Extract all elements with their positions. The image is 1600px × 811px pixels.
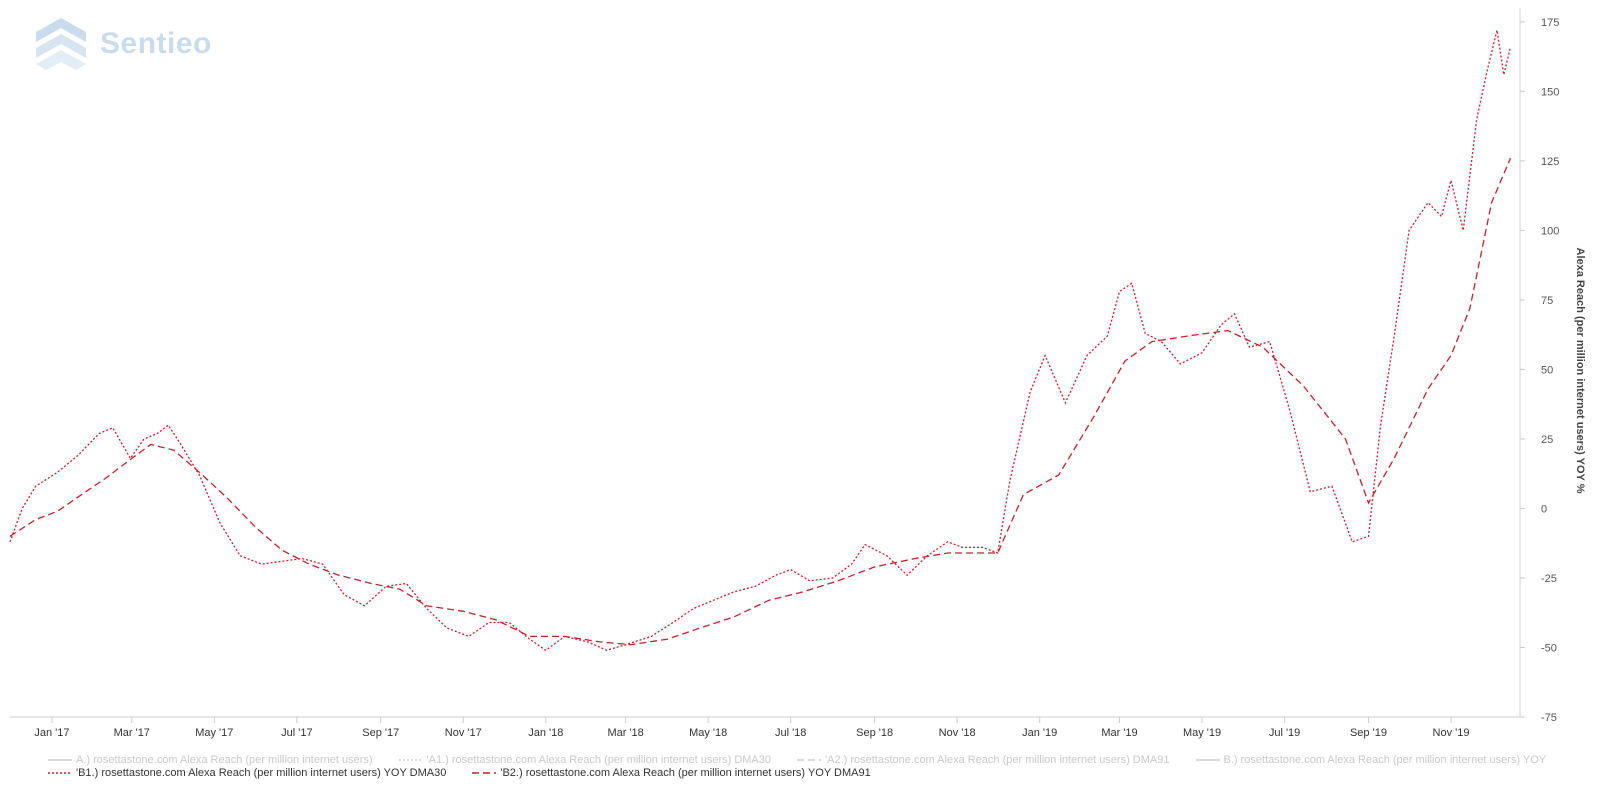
legend-swatch <box>797 759 822 761</box>
y-tick-label: 150 <box>1541 86 1559 98</box>
legend-item[interactable]: A.) rosettastone.com Alexa Reach (per mi… <box>48 754 373 766</box>
x-tick-label: Mar '17 <box>114 727 150 739</box>
legend-row: A.) rosettastone.com Alexa Reach (per mi… <box>48 754 1572 766</box>
legend-swatch <box>472 772 497 774</box>
x-tick-label: Sep '18 <box>856 727 893 739</box>
x-tick-label: Jul '19 <box>1269 727 1300 739</box>
x-tick-label: Jan '18 <box>528 727 563 739</box>
series-line-b2 <box>9 157 1512 646</box>
y-tick-label: 50 <box>1541 364 1553 376</box>
legend-swatch <box>398 759 423 761</box>
legend-item[interactable]: 'B2.) rosettastone.com Alexa Reach (per … <box>472 767 871 779</box>
x-tick-label: Mar '18 <box>607 727 643 739</box>
legend-swatch <box>48 759 72 761</box>
legend-label: A.) rosettastone.com Alexa Reach (per mi… <box>76 754 373 766</box>
y-tick-label: -75 <box>1541 712 1557 724</box>
y-tick-label: 100 <box>1541 225 1559 237</box>
legend-label: 'A1.) rosettastone.com Alexa Reach (per … <box>426 754 772 766</box>
y-tick-label: 0 <box>1541 503 1547 515</box>
x-tick-label: Sep '17 <box>362 727 399 739</box>
y-axis-title: Alexa Reach (per million internet users)… <box>1574 248 1586 494</box>
y-tick-label: -25 <box>1541 573 1557 585</box>
y-tick-label: 125 <box>1541 156 1559 168</box>
x-tick-label: Nov '17 <box>445 727 482 739</box>
x-tick-label: Nov '19 <box>1433 727 1470 739</box>
x-tick-label: Mar '19 <box>1101 727 1137 739</box>
legend-item[interactable]: 'A1.) rosettastone.com Alexa Reach (per … <box>398 754 772 766</box>
y-tick-label: 175 <box>1541 17 1559 29</box>
x-tick-label: May '19 <box>1183 727 1221 739</box>
x-tick-label: May '18 <box>689 727 727 739</box>
legend-label: B.) rosettastone.com Alexa Reach (per mi… <box>1223 754 1547 766</box>
legend-label: 'B1.) rosettastone.com Alexa Reach (per … <box>76 767 447 779</box>
x-tick-label: Jan '17 <box>34 727 69 739</box>
x-tick-label: Jan '19 <box>1022 727 1057 739</box>
logo-text: Sentieo <box>100 27 212 60</box>
x-tick-label: Nov '18 <box>939 727 976 739</box>
x-tick-label: Jul '18 <box>775 727 806 739</box>
y-tick-label: 75 <box>1541 295 1553 307</box>
legend-swatch <box>48 772 72 774</box>
legend-row: 'B1.) rosettastone.com Alexa Reach (per … <box>48 767 897 779</box>
logo: Sentieo <box>36 18 212 70</box>
legend-item[interactable]: B.) rosettastone.com Alexa Reach (per mi… <box>1195 754 1547 766</box>
y-tick-label: -50 <box>1541 642 1557 654</box>
sentieo-logo-icon <box>36 18 86 70</box>
y-tick-label: 25 <box>1541 434 1553 446</box>
legend-item[interactable]: 'A2.) rosettastone.com Alexa Reach (per … <box>797 754 1170 766</box>
legend-label: 'A2.) rosettastone.com Alexa Reach (per … <box>825 754 1170 766</box>
series-line-b1 <box>9 30 1512 652</box>
legend-label: 'B2.) rosettastone.com Alexa Reach (per … <box>500 767 871 779</box>
x-tick-label: Sep '19 <box>1350 727 1387 739</box>
legend-swatch <box>1195 759 1220 761</box>
x-tick-label: Jul '17 <box>281 727 312 739</box>
legend-item[interactable]: 'B1.) rosettastone.com Alexa Reach (per … <box>48 767 446 779</box>
x-tick-label: May '17 <box>195 727 233 739</box>
